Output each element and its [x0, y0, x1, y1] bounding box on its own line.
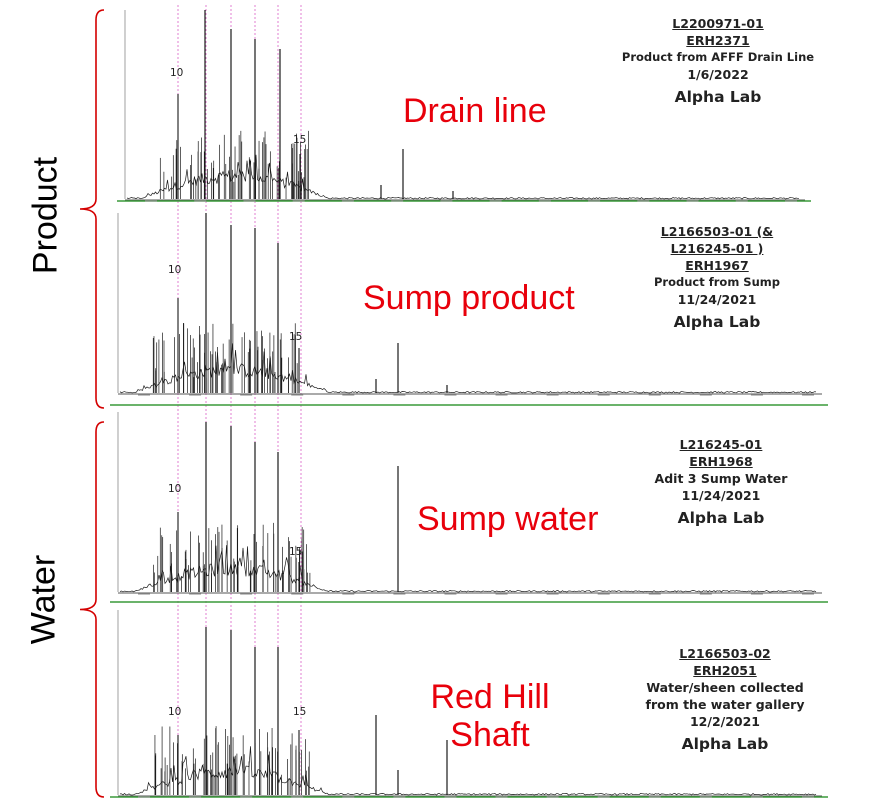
- sample-description-line: from the water gallery: [645, 697, 805, 712]
- lab-name: Alpha Lab: [677, 509, 765, 527]
- chromatogram-trace: [119, 746, 817, 796]
- lab-name: Alpha Lab: [674, 88, 762, 106]
- sample-date: 12/2/2021: [689, 714, 760, 729]
- sample-id-line: L216245-01: [679, 437, 763, 452]
- sample-id-line: L2166503-02: [679, 646, 771, 661]
- sample-date: 11/24/2021: [681, 488, 761, 503]
- chromatogram-trace: [126, 154, 799, 200]
- chromatogram-trace: [119, 343, 817, 394]
- sample-description-line: Product from Sump: [654, 275, 780, 289]
- sample-description-line: Water/sheen collected: [646, 680, 804, 695]
- group-label-product: Product: [26, 156, 65, 275]
- sample-id-line: ERH2371: [686, 33, 750, 48]
- peak-marker-10: 10: [170, 67, 184, 79]
- peak-marker-10: 10: [168, 264, 182, 276]
- sample-date: 11/24/2021: [677, 292, 757, 307]
- panel-label-red-hill-shaft: Red Hill Shaft: [430, 678, 550, 754]
- panel-label-line: Drain line: [403, 92, 547, 130]
- peak-marker-15: 15: [293, 134, 307, 146]
- peak-marker-10: 10: [168, 706, 182, 718]
- peak-marker-15: 15: [293, 706, 307, 718]
- sample-info-sump-water: L216245-01 ERH1968 Adit 3 Sump Water 11/…: [621, 436, 821, 527]
- sample-description-line: Product from AFFF Drain Line: [621, 50, 815, 64]
- group-label-water: Water: [24, 554, 63, 645]
- sample-description-line: Adit 3 Sump Water: [654, 471, 788, 486]
- panel-label-drain-line: Drain line: [403, 92, 547, 130]
- peak-marker-10: 10: [168, 483, 182, 495]
- panel-label-sump-water: Sump water: [417, 500, 598, 538]
- peak-marker-15: 15: [289, 331, 303, 343]
- sample-info-drain-line: L2200971-01 ERH2371 Product from AFFF Dr…: [618, 15, 818, 106]
- sample-id-line: L2166503-01 (&: [660, 224, 774, 239]
- sample-info-sump-product: L2166503-01 (& L216245-01 ) ERH1967 Prod…: [617, 223, 817, 331]
- sample-date: 1/6/2022: [687, 67, 749, 82]
- panel-label-line: Sump water: [417, 500, 599, 538]
- chromatogram-trace: [119, 545, 817, 593]
- sample-id-line: L216245-01 ): [670, 241, 764, 256]
- peak-marker-15: 15: [289, 546, 303, 558]
- panel-label-line: Red Hill: [430, 678, 550, 716]
- product-bracket: [79, 9, 105, 409]
- sample-id-line: ERH1967: [685, 258, 749, 273]
- sample-id-line: L2200971-01: [672, 16, 764, 31]
- panel-label-line: Shaft: [450, 716, 530, 754]
- panel-label-sump-product: Sump product: [363, 279, 575, 317]
- sample-id-line: ERH2051: [693, 663, 757, 678]
- panel-label-line: Sump product: [363, 279, 575, 317]
- lab-name: Alpha Lab: [673, 313, 761, 331]
- lab-name: Alpha Lab: [681, 735, 769, 753]
- water-bracket: [79, 421, 105, 798]
- sample-info-red-hill-shaft: L2166503-02 ERH2051 Water/sheen collecte…: [625, 645, 825, 753]
- sample-id-line: ERH1968: [689, 454, 753, 469]
